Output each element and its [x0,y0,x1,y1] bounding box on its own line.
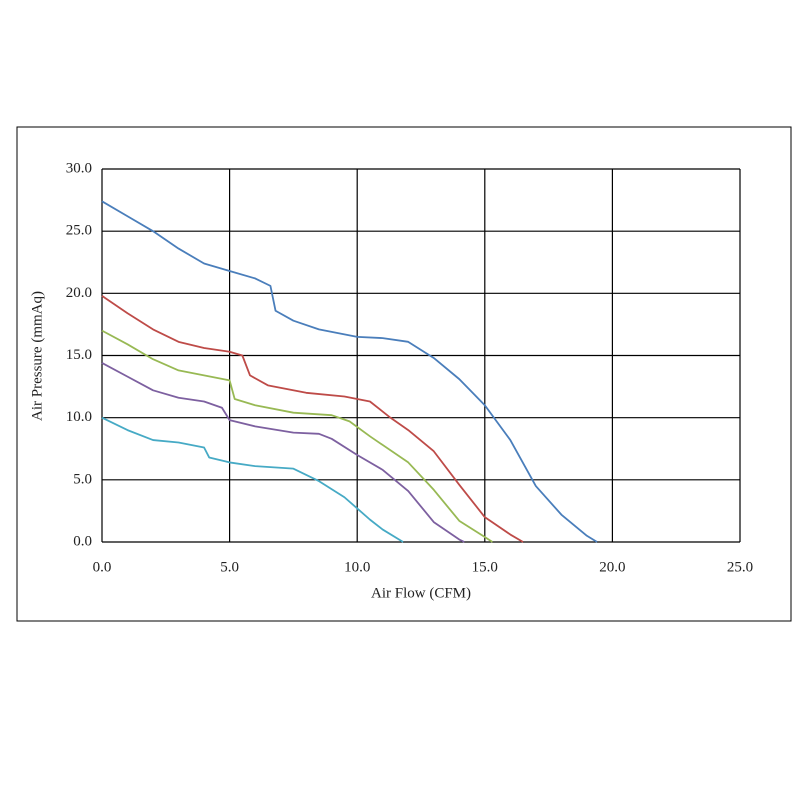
y-axis-label: Air Pressure (mmAq) [29,291,45,421]
series-line [101,416,404,543]
chart-frame [16,126,792,622]
y-tick-label: 15.0 [66,347,92,363]
series-line [101,200,598,543]
series-line [101,329,493,543]
x-tick-label: 5.0 [220,559,239,575]
x-tick-label: 20.0 [599,559,625,575]
x-tick-label: 15.0 [472,559,498,575]
y-tick-label: 30.0 [66,160,92,176]
x-axis-label: Air Flow (CFM) [371,585,471,601]
series-line [101,295,524,543]
y-tick-label: 0.0 [73,533,92,549]
x-tick-label: 10.0 [344,559,370,575]
series-line [101,362,465,543]
y-tick-label: 10.0 [66,409,92,425]
y-tick-label: 20.0 [66,285,92,301]
y-tick-label: 25.0 [66,223,92,239]
y-tick-label: 5.0 [73,471,92,487]
x-tick-label: 0.0 [93,559,112,575]
x-tick-label: 25.0 [727,559,753,575]
